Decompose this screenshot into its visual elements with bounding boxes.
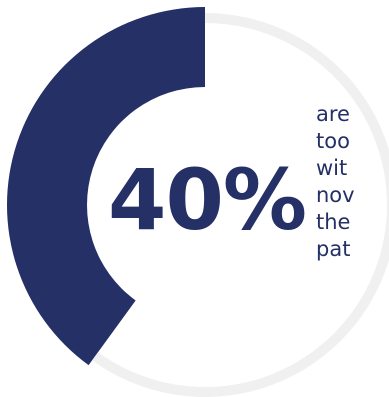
side-text: are too wit nov the pat <box>316 101 355 263</box>
side-text-line: the <box>316 210 351 234</box>
side-text-line: pat <box>316 237 351 261</box>
side-text-line: are <box>316 102 350 126</box>
side-text-line: wit <box>316 156 348 180</box>
donut-slice-filled <box>7 7 205 366</box>
side-text-line: nov <box>316 183 355 207</box>
center-percent-label: 40% <box>108 151 307 249</box>
side-text-line: too <box>316 129 350 153</box>
donut-slices <box>7 7 389 397</box>
